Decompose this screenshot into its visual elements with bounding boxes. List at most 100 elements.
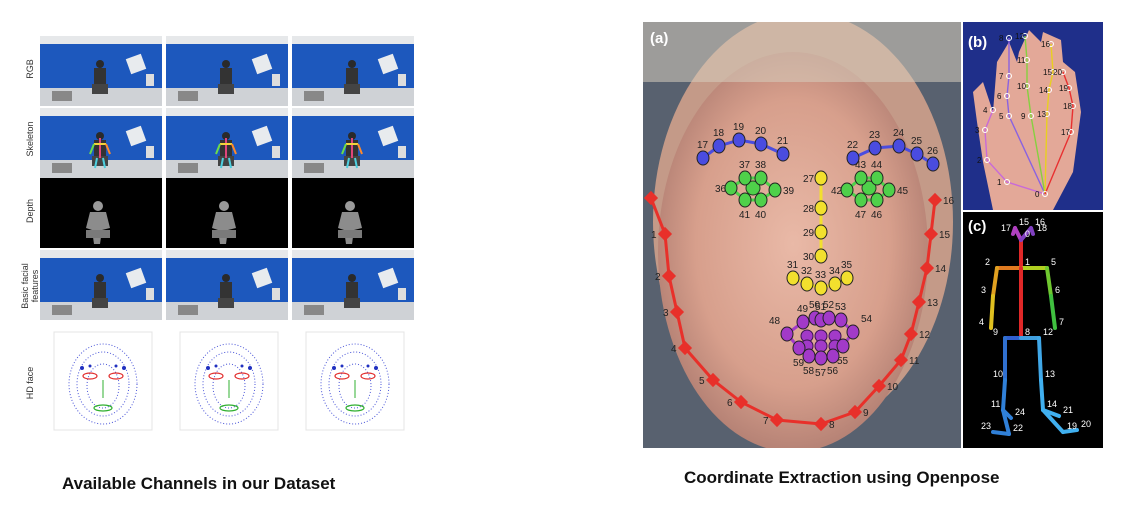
hand-point-label: 5	[999, 112, 1004, 121]
face-point	[870, 170, 884, 186]
face-point	[892, 138, 906, 154]
hand-bone	[984, 109, 1046, 195]
row-label-skeleton: Skeleton	[25, 121, 35, 157]
hand-point	[1044, 111, 1050, 117]
body-bone	[1045, 266, 1053, 298]
body-point-label: 13	[1045, 369, 1055, 379]
face-point-label: 8	[829, 420, 835, 431]
face-point	[846, 150, 860, 166]
face-point-label: 6	[727, 398, 733, 409]
face-point-label: 50	[809, 300, 821, 311]
face-point	[696, 150, 710, 166]
face-point-label: 40	[755, 210, 767, 221]
hand-point	[1066, 85, 1072, 91]
face-point	[826, 348, 840, 364]
body-point-label: 1	[1025, 257, 1030, 267]
body-point-label: 4	[979, 317, 984, 327]
face-point-label: 33	[815, 270, 827, 281]
body-point-label: 24	[1015, 407, 1025, 417]
body-point-label: 6	[1055, 285, 1060, 295]
hand-point-label: 8	[999, 34, 1004, 43]
body-point-label: 10	[993, 369, 1003, 379]
pupil-left	[745, 180, 761, 196]
face-point	[919, 260, 935, 276]
face-point	[903, 326, 919, 342]
face-point	[836, 338, 850, 354]
body-bone	[1061, 428, 1079, 434]
hand-point-label: 10	[1017, 82, 1026, 91]
face-point	[661, 268, 677, 284]
face-point	[923, 226, 939, 242]
face-point-label: 16	[943, 196, 955, 207]
body-point-label: 9	[993, 327, 998, 337]
hand-point-label: 20	[1053, 68, 1062, 77]
body-point-label: 16	[1035, 217, 1045, 227]
face-point-label: 21	[777, 136, 789, 147]
face-point-label: 42	[831, 186, 843, 197]
body-point-label: 17	[1001, 223, 1011, 233]
face-point-label: 45	[897, 186, 909, 197]
hand-point-label: 7	[999, 72, 1004, 81]
face-point	[854, 192, 868, 208]
right-caption: Coordinate Extraction using Openpose	[684, 468, 1000, 487]
mouth-inner-point	[814, 339, 828, 353]
face-point-label: 47	[855, 210, 867, 221]
face-point-label: 57	[815, 368, 827, 379]
hand-point-label: 4	[983, 106, 988, 115]
hand-bone	[1044, 43, 1054, 195]
face-point	[847, 404, 863, 420]
face-point-label: 52	[823, 300, 835, 311]
body-bone	[1001, 378, 1007, 412]
hand-point	[1048, 41, 1054, 47]
face-panel: 0123456789101112131415161718192021222324…	[643, 22, 961, 448]
hand-point-label: 16	[1041, 40, 1050, 49]
hand-point-label: 14	[1039, 86, 1048, 95]
face-point	[738, 170, 752, 186]
hand-point-label: 18	[1063, 102, 1072, 111]
face-point-label: 54	[861, 314, 873, 325]
row-label-hd-face: HD face	[25, 366, 35, 400]
face-point	[792, 340, 806, 356]
body-point-label: 15	[1019, 217, 1029, 227]
face-point-label: 37	[739, 160, 751, 171]
hand-point	[990, 107, 996, 113]
face-point	[643, 190, 659, 206]
body-point-label: 14	[1047, 399, 1057, 409]
body-bone	[1039, 378, 1045, 412]
face-point-label: 31	[787, 260, 799, 271]
face-point	[814, 200, 828, 216]
face-point-label: 18	[713, 128, 725, 139]
face-point-label: 26	[927, 146, 939, 157]
row-label-depth: Depth	[25, 198, 35, 224]
face-point-label: 35	[841, 260, 853, 271]
body-bone	[1001, 408, 1013, 420]
face-point-label: 4	[671, 344, 677, 355]
face-point	[871, 378, 887, 394]
face-point	[669, 304, 685, 320]
hand-point-label: 19	[1059, 84, 1068, 93]
body-point-label: 8	[1025, 327, 1030, 337]
face-point	[814, 280, 828, 296]
body-point-label: 19	[1067, 421, 1077, 431]
face-point	[840, 270, 854, 286]
face-point-label: 10	[887, 382, 899, 393]
face-point	[800, 276, 814, 292]
hand-point-label: 17	[1061, 128, 1070, 137]
face-point-label: 36	[715, 184, 727, 195]
face-point-label: 1	[651, 230, 657, 241]
row-label-basic-facial-features: Basic facial features	[20, 263, 40, 309]
face-point-label: 39	[783, 186, 795, 197]
hand-point-label: 1	[997, 178, 1002, 187]
face-point	[846, 324, 860, 340]
face-point-label: 53	[835, 302, 847, 313]
face-point-label: 29	[803, 228, 815, 239]
face-point	[814, 224, 828, 240]
face-point	[814, 248, 828, 264]
face-point	[882, 182, 896, 198]
body-point-label: 7	[1059, 317, 1064, 327]
face-point	[776, 146, 790, 162]
face-point-label: 34	[829, 266, 841, 277]
face-point	[786, 270, 800, 286]
hand-point	[1004, 93, 1010, 99]
